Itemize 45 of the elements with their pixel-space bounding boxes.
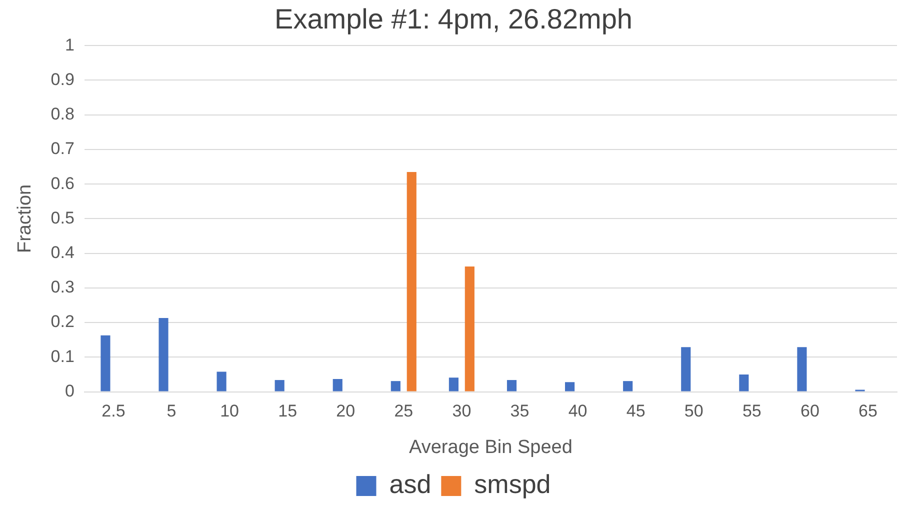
bar [681,347,691,392]
x-tick-label: 55 [742,402,762,421]
bar [390,381,400,392]
y-tick-label: 0.4 [50,243,74,262]
y-tick-label: 0.1 [50,346,74,366]
x-tick-label: 25 [394,402,414,421]
y-tick-label: 1 [64,35,74,54]
y-tick-label: 0 [64,381,74,400]
x-tick-label: 65 [858,402,878,421]
bar [158,318,168,392]
x-tick-label: 45 [626,402,646,421]
bar [506,380,517,392]
x-tick-label: 5 [166,402,176,421]
bar [406,172,416,392]
legend-label: asd [389,469,432,500]
legend-label: smspd [474,469,551,500]
x-tick-label: 2.5 [102,402,126,421]
bar [100,335,110,392]
y-tick-label: 0.2 [50,312,74,332]
x-tick-label: 15 [278,402,298,421]
y-tick-label: 0.9 [50,70,74,89]
x-tick-label: 20 [336,402,356,421]
y-axis-title: Fraction [14,184,36,254]
bar [565,382,575,392]
y-tick-label: 0.5 [50,208,74,228]
bar [464,266,474,392]
x-tick-label: 10 [220,402,239,421]
y-tick-label: 0.8 [50,104,74,124]
x-tick-label: 60 [800,402,820,421]
y-tick-label: 0.3 [50,278,74,297]
x-tick-label: 40 [568,402,588,421]
y-tick-label: 0.7 [50,139,74,158]
bar [332,378,342,392]
bar [448,378,459,392]
bar [739,374,749,392]
bar [623,381,633,392]
x-tick-label: 35 [510,402,530,421]
y-tick-label: 0.6 [50,174,74,193]
x-tick-label: 30 [452,402,472,421]
chart-title: Example #1: 4pm, 26.82mph [274,4,632,35]
x-tick-label: 50 [684,402,704,421]
x-axis-title: Average Bin Speed [409,436,572,458]
bar [274,380,284,392]
bar [216,372,226,392]
bar [797,347,807,392]
